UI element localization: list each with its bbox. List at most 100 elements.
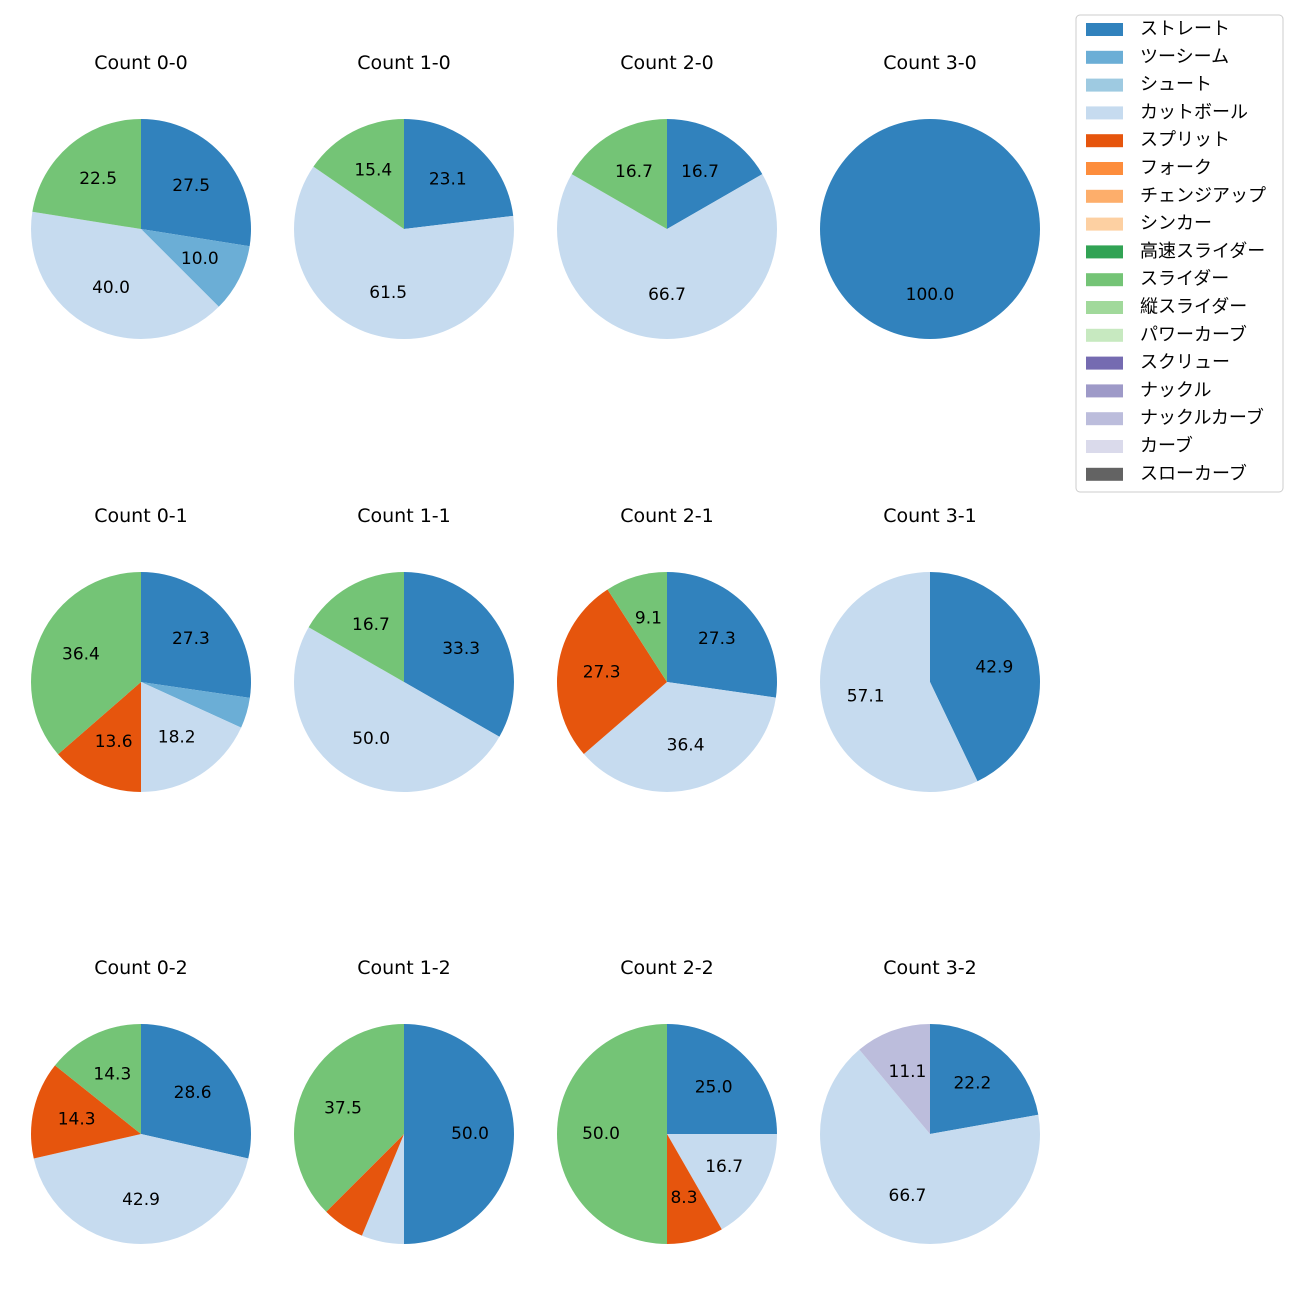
slice-label: 40.0 (92, 278, 130, 298)
slice-label: 22.2 (953, 1073, 991, 1093)
legend-label: ナックル (1140, 380, 1211, 401)
pie-slice (31, 1065, 142, 1159)
pie-slice (667, 572, 777, 698)
legend-label: チェンジアップ (1140, 185, 1266, 206)
slice-label: 27.5 (172, 176, 210, 196)
slice-label: 9.1 (635, 609, 662, 629)
legend-label: スプリット (1140, 130, 1230, 151)
legend-label: 高速スライダー (1140, 241, 1265, 262)
slice-label: 15.4 (354, 161, 392, 181)
slice-label: 13.6 (95, 732, 133, 752)
legend: ストレートツーシームシュートカットボールスプリットフォークチェンジアップシンカー… (1075, 14, 1284, 493)
legend-swatch (1086, 412, 1123, 426)
legend-swatch (1086, 217, 1123, 231)
pie-slice (31, 572, 142, 755)
slice-label: 16.7 (352, 615, 390, 635)
pie-title: Count 3-0 (883, 52, 977, 74)
slice-label: 50.0 (352, 729, 390, 749)
slice-label: 28.6 (174, 1083, 212, 1103)
slice-label: 27.3 (583, 663, 621, 683)
pie-slice (557, 1024, 667, 1244)
pie-count-0-0: Count 0-0 27.5 10.0 40.0 22.5 (30, 52, 252, 340)
pie-slice (583, 682, 776, 792)
pie-slice (141, 682, 242, 792)
pie-slice (32, 119, 141, 229)
pie-slice (667, 1024, 777, 1134)
legend-swatch (1086, 78, 1123, 92)
pie-count-2-1: Count 2-1 27.3 36.4 27.3 9.1 (557, 505, 777, 792)
pie-slice (571, 119, 667, 229)
legend-swatch (1086, 162, 1123, 175)
pie-slice (404, 572, 514, 737)
slice-label: 57.1 (847, 687, 885, 707)
slice-label: 25.0 (695, 1077, 733, 1097)
pie-count-0-2: Count 0-2 28.6 42.9 14.3 14.3 (31, 957, 251, 1244)
pie-count-3-0: Count 3-0 100.0 (820, 52, 1040, 339)
pie-slice (557, 589, 667, 755)
pie-slice (313, 119, 404, 229)
legend-label: スクリュー (1140, 352, 1230, 373)
pie-slice (326, 1134, 404, 1236)
legend-swatch (1086, 384, 1123, 398)
slice-label: 27.3 (698, 629, 736, 649)
slice-label: 14.3 (93, 1065, 131, 1085)
pie-slice (293, 1024, 404, 1212)
legend-label: フォーク (1140, 158, 1212, 179)
legend-frame (1075, 14, 1284, 493)
legend-label: スライダー (1140, 269, 1229, 290)
pie-slice (859, 1023, 930, 1134)
legend-label: 縦スライダー (1140, 297, 1247, 318)
slice-label: 36.4 (62, 645, 100, 665)
legend-swatch (1086, 50, 1123, 64)
slice-label: 16.7 (705, 1157, 743, 1177)
legend-swatch (1086, 106, 1123, 120)
slice-label: 42.9 (122, 1190, 160, 1210)
pie-slice (294, 627, 500, 792)
legend-swatch (1086, 467, 1123, 481)
slice-label: 33.3 (442, 639, 480, 659)
pie-slice (361, 1134, 404, 1244)
slice-label: 27.3 (172, 629, 210, 649)
legend-label: ストレート (1140, 19, 1230, 40)
legend-swatch (1086, 328, 1123, 342)
pie-count-1-2: Count 1-2 50.0 37.5 (293, 957, 514, 1244)
slice-label: 16.7 (681, 162, 719, 182)
pie-title: Count 1-2 (357, 957, 451, 979)
pie-slice (54, 1024, 141, 1134)
legend-label: ツーシーム (1140, 46, 1229, 67)
slice-label: 16.7 (615, 162, 653, 182)
pie-title: Count 2-0 (620, 52, 714, 74)
slice-label: 14.3 (58, 1109, 96, 1129)
slice-label: 61.5 (369, 283, 407, 303)
pie-slice (293, 166, 514, 339)
slice-label: 23.1 (429, 170, 467, 190)
pie-slice (667, 1134, 777, 1230)
slice-label: 8.3 (670, 1188, 697, 1208)
pie-title: Count 1-0 (357, 52, 451, 74)
legend-label: パワーカーブ (1140, 323, 1247, 345)
pie-count-0-1: Count 0-1 27.3 18.2 13.6 36.4 (31, 505, 251, 792)
legend-swatch (1086, 189, 1123, 203)
pie-slice (820, 1049, 1040, 1244)
pie-count-2-2: Count 2-2 25.0 16.7 8.3 50.0 (557, 957, 777, 1244)
pie-slice (308, 572, 404, 682)
pie-slice (141, 682, 250, 728)
pie-title: Count 3-1 (883, 505, 977, 527)
pie-slice (667, 119, 763, 229)
legend-label: カーブ (1140, 435, 1193, 457)
pie-slice (141, 1024, 251, 1159)
pies-layer: Count 0-0 27.5 10.0 40.0 22.5 Count 1-0 23.1 61… (30, 52, 1041, 1244)
pie-count-3-1: Count 3-1 42.9 57.1 (820, 505, 1041, 792)
pie-count-3-2: Count 3-2 22.2 66.7 11.1 (820, 957, 1040, 1244)
pie-slice (607, 572, 667, 682)
pie-title: Count 2-2 (620, 957, 714, 979)
pie-title: Count 2-1 (620, 505, 714, 527)
pie-title: Count 0-1 (94, 505, 188, 527)
legend-swatch (1086, 301, 1123, 314)
legend-swatch (1086, 356, 1123, 370)
legend-swatch (1086, 273, 1123, 287)
legend-swatch (1086, 245, 1123, 259)
pie-slice (33, 1134, 249, 1244)
pie-slice (404, 1024, 514, 1244)
